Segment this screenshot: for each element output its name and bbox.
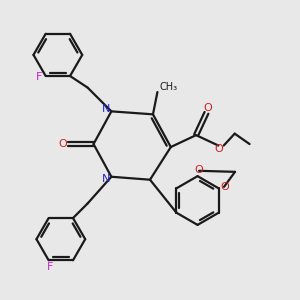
Text: O: O bbox=[204, 103, 212, 113]
Text: F: F bbox=[47, 262, 53, 272]
Text: O: O bbox=[214, 144, 223, 154]
Text: N: N bbox=[102, 174, 110, 184]
Text: N: N bbox=[102, 104, 110, 114]
Text: F: F bbox=[36, 73, 42, 82]
Text: CH₃: CH₃ bbox=[160, 82, 178, 92]
Text: O: O bbox=[58, 139, 67, 149]
Text: O: O bbox=[221, 182, 230, 192]
Text: O: O bbox=[195, 165, 203, 175]
